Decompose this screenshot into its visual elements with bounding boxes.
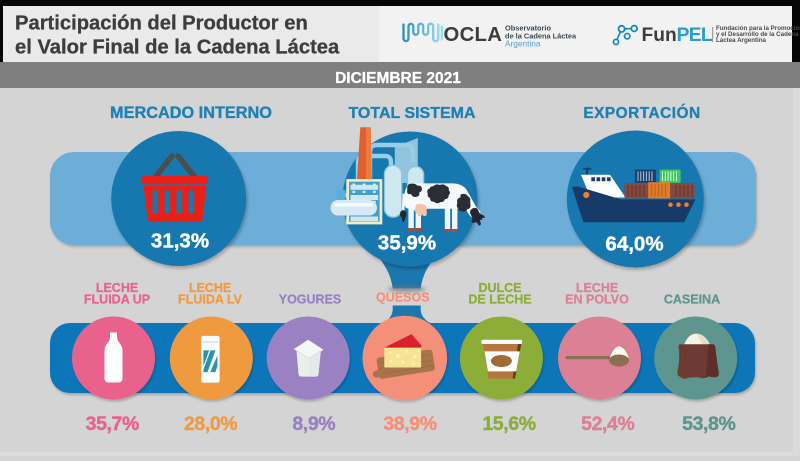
svg-text:35,7%: 35,7% [86, 413, 139, 435]
svg-text:52,4%: 52,4% [581, 413, 634, 435]
svg-text:Argentina: Argentina [505, 39, 541, 49]
svg-text:CASEINA: CASEINA [664, 293, 720, 307]
svg-text:DICIEMBRE 2021: DICIEMBRE 2021 [335, 70, 461, 87]
svg-text:OCLA: OCLA [444, 24, 503, 46]
svg-text:EXPORTACIÓN: EXPORTACIÓN [583, 104, 700, 122]
svg-text:MERCADO INTERNO: MERCADO INTERNO [110, 104, 272, 122]
svg-text:TOTAL SISTEMA: TOTAL SISTEMA [348, 105, 476, 122]
svg-text:YOGURES: YOGURES [279, 293, 342, 307]
svg-text:EN POLVO: EN POLVO [565, 293, 629, 307]
svg-text:64,0%: 64,0% [605, 233, 663, 256]
svg-text:FLUIDA UP: FLUIDA UP [84, 293, 150, 307]
svg-text:53,8%: 53,8% [682, 413, 735, 435]
svg-text:DE LECHE: DE LECHE [468, 293, 531, 307]
svg-text:38,9%: 38,9% [383, 413, 436, 435]
svg-text:FunPEL: FunPEL [642, 25, 713, 46]
svg-text:31,3%: 31,3% [151, 230, 209, 253]
svg-text:28,0%: 28,0% [184, 413, 237, 435]
svg-text:8,9%: 8,9% [292, 413, 335, 435]
svg-text:Participación del Productor en: Participación del Productor en [15, 13, 308, 35]
svg-text:QUESOS: QUESOS [376, 291, 430, 305]
svg-text:FLUIDA LV: FLUIDA LV [178, 293, 243, 307]
svg-text:15,6%: 15,6% [482, 413, 535, 435]
svg-text:35,9%: 35,9% [378, 232, 436, 255]
svg-text:el Valor Final de la Cadena Lá: el Valor Final de la Cadena Láctea [15, 37, 340, 59]
svg-text:Láctea Argentina: Láctea Argentina [716, 37, 767, 44]
